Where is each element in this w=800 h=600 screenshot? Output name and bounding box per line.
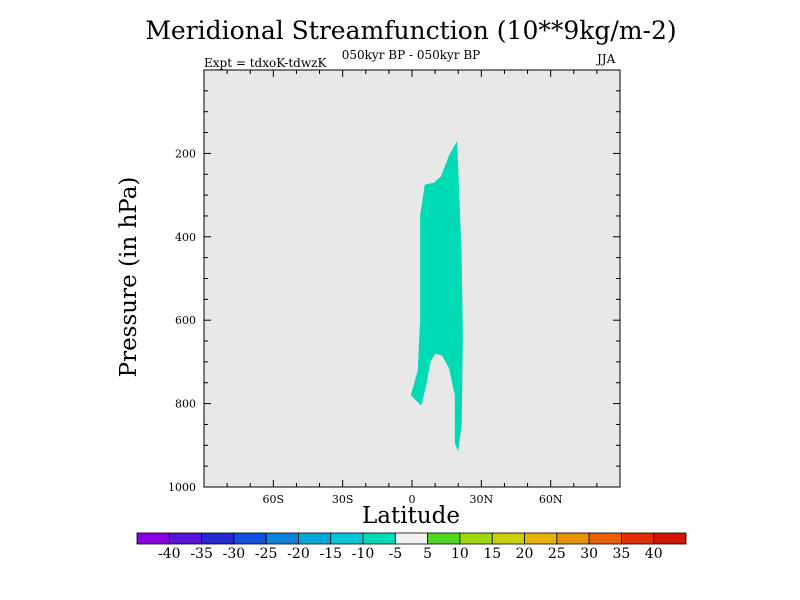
- colorbar-swatch: [394, 532, 429, 545]
- colorbar-label: 30: [580, 546, 598, 562]
- colorbar-label: 40: [645, 546, 663, 562]
- colorbar-swatch: [265, 532, 299, 545]
- y-tick-label: 600: [175, 314, 196, 327]
- colorbar-label: 20: [516, 546, 534, 562]
- x-tick-label: 0: [409, 493, 416, 506]
- colorbar-label: 25: [548, 546, 566, 562]
- colorbar-label: 10: [451, 546, 469, 562]
- x-tick-label: 30S: [332, 493, 354, 506]
- colorbar-label: -20: [287, 546, 310, 562]
- colorbar-label: 35: [612, 546, 630, 562]
- x-tick-label: 30N: [470, 493, 494, 506]
- colorbar-swatch: [653, 532, 687, 545]
- colorbar-label: -10: [352, 546, 375, 562]
- x-tick-label: 60N: [539, 493, 563, 506]
- colorbar-label: -5: [389, 546, 403, 562]
- colorbar-swatch: [136, 532, 170, 545]
- plot-background: [204, 70, 620, 487]
- colorbar-swatch: [330, 532, 364, 545]
- colorbar-swatch: [621, 532, 655, 545]
- y-tick-label: 200: [175, 147, 196, 160]
- season-label: JJA: [597, 52, 616, 66]
- colorbar-label: -25: [255, 546, 278, 562]
- colorbar-label: 15: [483, 546, 501, 562]
- colorbar-swatch: [459, 532, 493, 545]
- colorbar-swatch: [524, 532, 558, 545]
- chart-title: Meridional Streamfunction (10**9kg/m-2): [145, 16, 677, 45]
- colorbar-label: -40: [158, 546, 181, 562]
- y-tick-label: 1000: [168, 481, 196, 494]
- x-axis-label: Latitude: [362, 503, 460, 529]
- chart-subtitle: 050kyr BP - 050kyr BP: [341, 48, 481, 62]
- colorbar-label: -35: [190, 546, 213, 562]
- colorbar-swatch: [556, 532, 590, 545]
- experiment-label: Expt = tdxoK-tdwzK: [204, 56, 327, 70]
- colorbar-label: -30: [223, 546, 246, 562]
- y-tick-label: 800: [175, 398, 196, 411]
- colorbar-swatch: [427, 532, 461, 545]
- colorbar-swatch: [298, 532, 332, 545]
- colorbar-swatch: [362, 532, 396, 545]
- colorbar-label: -15: [319, 546, 342, 562]
- plot-frame: [203, 69, 621, 488]
- y-tick-label: 400: [175, 231, 196, 244]
- colorbar-swatch: [233, 532, 267, 545]
- colorbar-swatch: [588, 532, 622, 545]
- colorbar-label: 5: [423, 546, 432, 562]
- x-tick-label: 60S: [263, 493, 285, 506]
- colorbar-swatch: [201, 532, 235, 545]
- colorbar-swatch: [491, 532, 525, 545]
- colorbar-swatch: [168, 532, 202, 545]
- contour-region-0: [410, 140, 463, 452]
